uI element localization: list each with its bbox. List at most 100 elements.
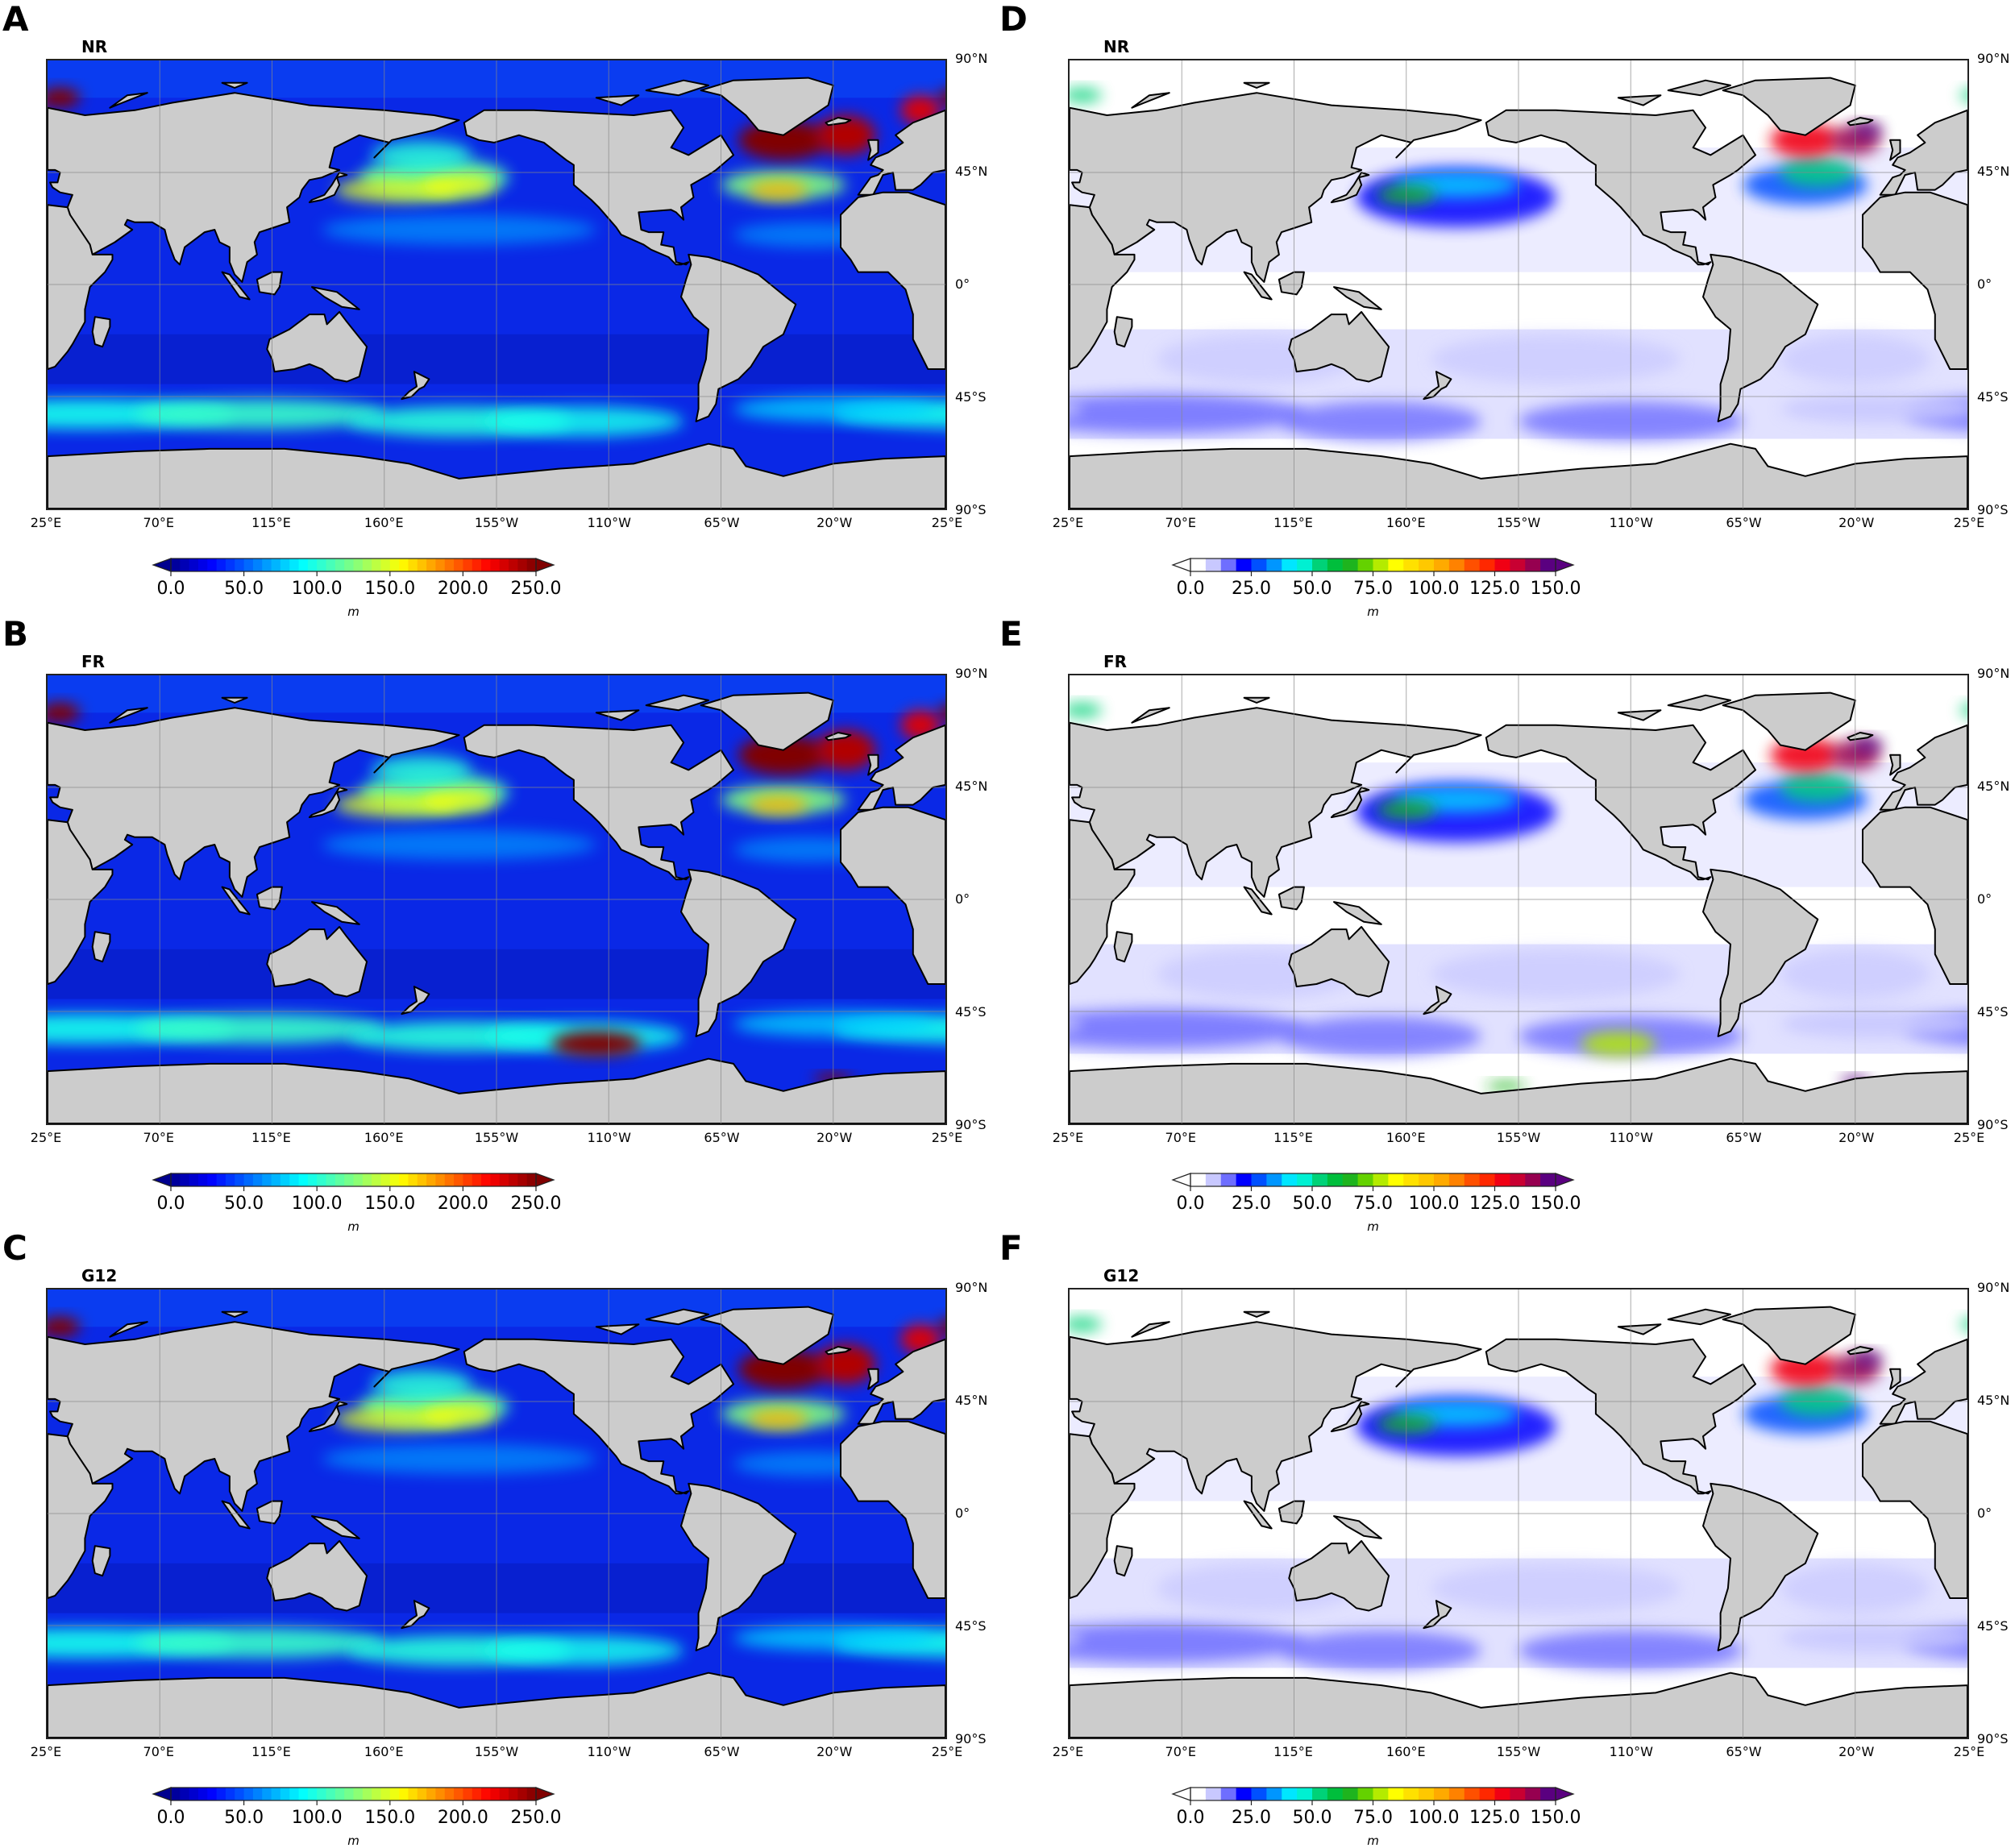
colorbar-tick-label: 0.0: [1176, 1808, 1205, 1828]
lon-tick-label: 20°W: [816, 1130, 853, 1145]
lat-tick-label-right: 90°N: [1977, 666, 2010, 681]
lat-tick-label-right: 45°N: [1977, 164, 2010, 179]
lon-tick-label: 115°E: [251, 1130, 291, 1145]
colorbar-tick-label: 75.0: [1353, 1194, 1393, 1214]
colorbar-tick-label: 0.0: [1176, 579, 1205, 599]
colorbar-unit-label: m: [1367, 1833, 1379, 1848]
map-canvas: [48, 60, 945, 509]
lon-tick-label: 115°E: [251, 515, 291, 530]
lon-tick-label: 25°E: [30, 1744, 62, 1759]
map-canvas: [48, 1289, 945, 1738]
panel-title: FR: [1103, 652, 1128, 671]
lon-tick-label: 25°E: [1953, 1130, 1985, 1145]
lon-tick-label: 110°W: [1609, 1130, 1653, 1145]
lon-tick-label: 70°E: [143, 1130, 174, 1145]
lat-tick-label-right: 45°S: [955, 1004, 987, 1020]
lon-tick-label: 115°E: [1273, 1130, 1313, 1145]
colorbar-unit-label: m: [347, 1833, 359, 1848]
colorbar-extend-max-arrow: [535, 558, 555, 572]
colorbar: 0.0 25.0 50.0 75.0 100.0 125.0 150.0 m: [1171, 556, 1581, 618]
lat-tick-label-right: 90°S: [1977, 1731, 2009, 1746]
lon-tick-label: 110°W: [587, 1130, 631, 1145]
colorbar: 0.0 25.0 50.0 75.0 100.0 125.0 150.0 m: [1171, 1785, 1581, 1847]
lon-tick-label: 25°E: [931, 515, 963, 530]
colorbar-tick-label: 100.0: [1408, 1194, 1460, 1214]
panel-letter: F: [999, 1228, 1023, 1268]
colorbar-tick-label: 250.0: [510, 579, 562, 599]
lat-tick-label-right: 90°S: [955, 1731, 987, 1746]
colorbar-tick-label: 50.0: [224, 1808, 264, 1828]
lon-tick-label: 115°E: [251, 1744, 291, 1759]
colorbar-unit-label: m: [1367, 604, 1379, 619]
lon-tick-label: 20°W: [1838, 1130, 1875, 1145]
map-plot: [1068, 674, 1969, 1125]
lon-tick-label: 20°W: [816, 1744, 853, 1759]
lon-tick-label: 155°W: [474, 1130, 519, 1145]
lat-tick-label-right: 0°: [955, 891, 970, 907]
lat-tick-label-right: 45°N: [1977, 779, 2010, 794]
colorbar-tick-label: 25.0: [1232, 579, 1271, 599]
colorbar-tick-label: 50.0: [224, 1194, 264, 1214]
colorbar-tick-label: 0.0: [156, 1194, 185, 1214]
colorbar-extend-min-arrow: [1171, 558, 1191, 572]
lat-tick-label-right: 45°S: [1977, 389, 2009, 405]
map-plot: [46, 59, 947, 510]
lon-tick-label: 160°E: [364, 515, 404, 530]
lon-tick-label: 25°E: [30, 515, 62, 530]
lon-tick-label: 65°W: [704, 1744, 740, 1759]
lat-tick-label-right: 90°N: [1977, 1280, 2010, 1295]
lat-tick-label-right: 90°N: [955, 666, 988, 681]
panel-title: FR: [81, 652, 106, 671]
colorbar-unit-label: m: [347, 1219, 359, 1234]
lat-tick-label-right: 0°: [1977, 276, 1992, 292]
colorbar-extend-min-arrow: [1171, 1173, 1191, 1187]
gridlines: [48, 1289, 945, 1738]
lon-tick-label: 25°E: [30, 1130, 62, 1145]
colorbar-extend-max-arrow: [1555, 1787, 1575, 1801]
lat-tick-label-right: 90°S: [1977, 502, 2009, 517]
lat-tick-label-right: 45°S: [1977, 1618, 2009, 1634]
colorbar-tick-label: 150.0: [1530, 1808, 1581, 1828]
lat-tick-label-right: 45°N: [955, 164, 988, 179]
lat-tick-label-right: 0°: [1977, 1505, 1992, 1521]
map-canvas: [1070, 60, 1967, 509]
lon-tick-label: 65°W: [704, 515, 740, 530]
lon-tick-label: 155°W: [1496, 1744, 1541, 1759]
lon-tick-label: 25°E: [931, 1744, 963, 1759]
lon-tick-label: 160°E: [364, 1130, 404, 1145]
panel-letter: D: [999, 0, 1028, 39]
lat-tick-label-right: 90°S: [955, 502, 987, 517]
panel-title: G12: [1103, 1266, 1140, 1285]
colorbar-extend-max-arrow: [535, 1173, 555, 1187]
lon-tick-label: 155°W: [474, 515, 519, 530]
lon-tick-label: 160°E: [1386, 1130, 1426, 1145]
lon-tick-label: 70°E: [143, 1744, 174, 1759]
lat-tick-label-right: 45°S: [955, 389, 987, 405]
colorbar-gradient: [152, 1173, 555, 1191]
map-plot: [46, 1288, 947, 1739]
colorbar-tick-label: 75.0: [1353, 1808, 1393, 1828]
colorbar-extend-min-arrow: [152, 558, 172, 572]
lon-tick-label: 65°W: [1726, 515, 1762, 530]
gridlines: [48, 60, 945, 509]
colorbar-tick-label: 50.0: [1292, 1808, 1332, 1828]
colorbar-tick-label: 25.0: [1232, 1808, 1271, 1828]
lon-tick-label: 70°E: [1165, 1130, 1196, 1145]
lon-tick-label: 110°W: [587, 515, 631, 530]
colorbar: 0.0 50.0 100.0 150.0 200.0 250.0 m: [152, 1171, 561, 1233]
panel-letter: C: [2, 1228, 27, 1268]
lon-tick-label: 160°E: [1386, 1744, 1426, 1759]
colorbar-gradient: [152, 558, 555, 576]
colorbar-tick-label: 100.0: [291, 579, 343, 599]
panel-title: NR: [81, 37, 108, 56]
colorbar-extend-max-arrow: [1555, 1173, 1575, 1187]
lat-tick-label-right: 90°S: [1977, 1117, 2009, 1132]
lon-tick-label: 20°W: [1838, 515, 1875, 530]
colorbar: 0.0 50.0 100.0 150.0 200.0 250.0 m: [152, 1785, 561, 1847]
colorbar-tick-label: 125.0: [1469, 1808, 1520, 1828]
lon-tick-label: 115°E: [1273, 1744, 1313, 1759]
lat-tick-label-right: 90°S: [955, 1117, 987, 1132]
lon-tick-label: 25°E: [1052, 1744, 1084, 1759]
colorbar-tick-label: 150.0: [1530, 579, 1581, 599]
lat-tick-label-right: 90°N: [1977, 51, 2010, 66]
